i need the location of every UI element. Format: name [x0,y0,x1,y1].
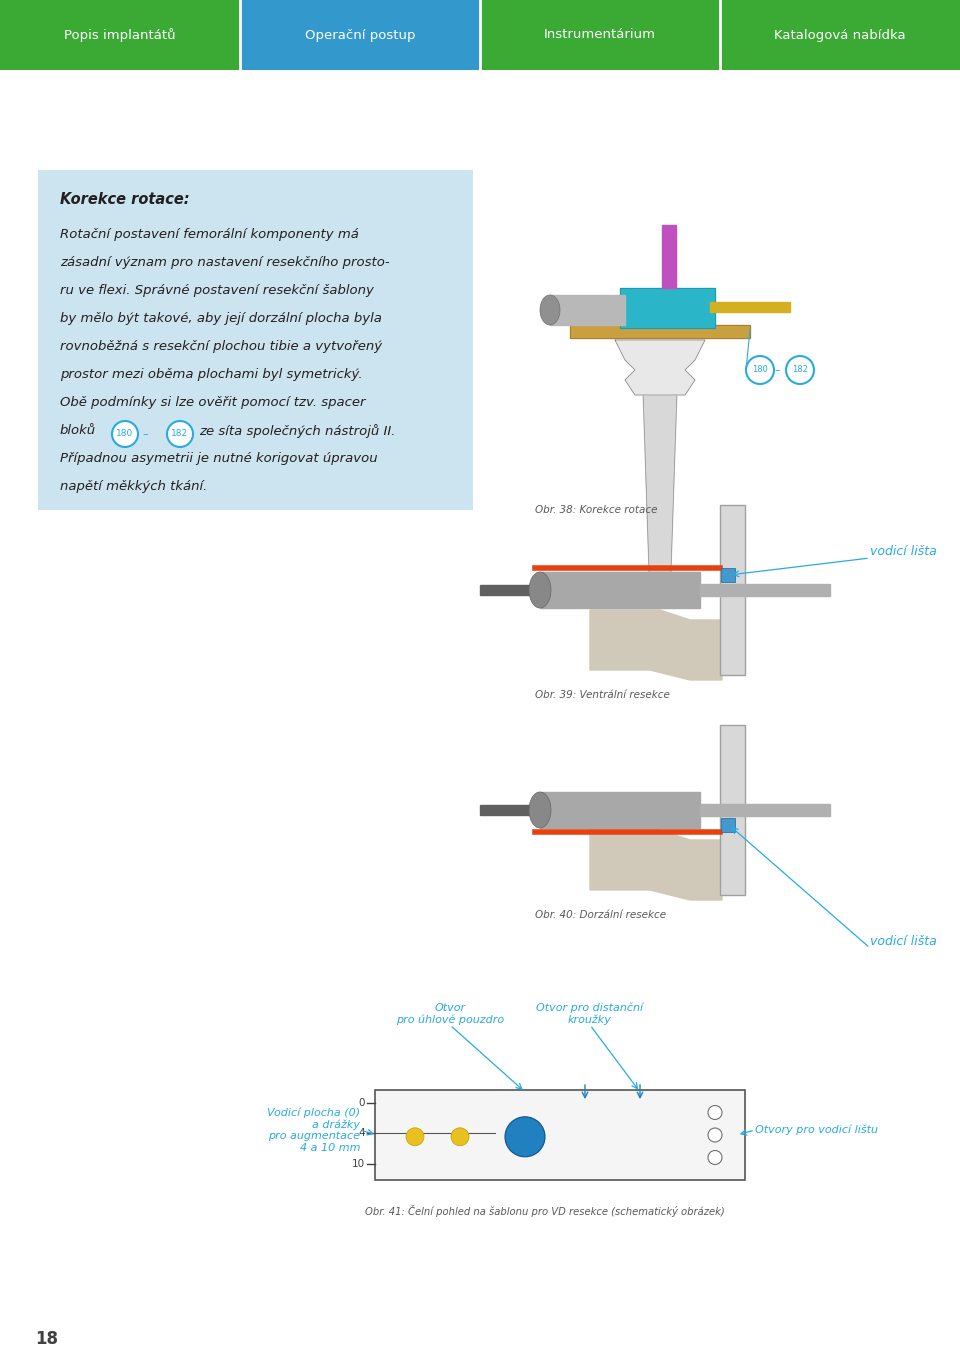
Text: napětí měkkých tkání.: napětí měkkých tkání. [60,479,207,493]
Text: Obr. 38: Korekce rotace: Obr. 38: Korekce rotace [535,505,658,515]
Polygon shape [540,792,700,828]
Text: Obě podmínky si lze ověřit pomocí tzv. spacer: Obě podmínky si lze ověřit pomocí tzv. s… [60,397,366,409]
Bar [0,0,240,71]
Bar [721,568,735,583]
Text: vodicí lišta: vodicí lišta [870,936,937,948]
Text: bloků: bloků [60,424,96,437]
Text: prostor mezi oběma plochami byl symetrický.: prostor mezi oběma plochami byl symetric… [60,368,363,382]
Circle shape [112,421,138,447]
Text: vodicí lišta: vodicí lišta [870,545,937,558]
Circle shape [505,1116,545,1157]
Text: ze síta společných nástrojů II.: ze síta společných nástrojů II. [199,424,396,439]
Bar [721,818,735,832]
Text: Otvor pro distanční
kroužky: Otvor pro distanční kroužky [537,1002,643,1025]
Circle shape [786,356,814,384]
Circle shape [708,1105,722,1119]
Text: Popis implantátů: Popis implantátů [64,29,176,42]
Polygon shape [700,804,830,816]
Polygon shape [570,325,750,338]
Text: 182: 182 [792,365,808,375]
Text: Rotační postavení femorální komponenty má: Rotační postavení femorální komponenty m… [60,228,359,240]
Circle shape [746,356,774,384]
Polygon shape [480,585,545,595]
Text: by mělo být takové, aby její dorzální plocha byla: by mělo být takové, aby její dorzální pl… [60,312,382,325]
Text: 180: 180 [116,429,133,439]
Ellipse shape [540,295,560,325]
Circle shape [451,1127,469,1146]
Text: Obr. 39: Ventrální resekce: Obr. 39: Ventrální resekce [535,690,670,699]
Text: –: – [774,365,780,375]
Text: Obr. 40: Dorzální resekce: Obr. 40: Dorzální resekce [535,910,666,919]
Circle shape [708,1128,722,1142]
Text: zásadní význam pro nastavení resekčního prosto-: zásadní význam pro nastavení resekčního … [60,257,390,269]
Text: 4: 4 [358,1128,365,1138]
Polygon shape [540,572,700,608]
Text: 182: 182 [172,429,188,439]
Text: ru ve flexi. Správné postavení resekční šablony: ru ve flexi. Správné postavení resekční … [60,284,373,297]
Text: Případnou asymetrii je nutné korigovat úpravou: Případnou asymetrii je nutné korigovat ú… [60,452,377,464]
Ellipse shape [529,792,551,828]
Bar [720,0,960,71]
Text: 180: 180 [752,365,768,375]
Polygon shape [720,725,745,895]
Text: Otvory pro vodicí lištu: Otvory pro vodicí lištu [755,1124,878,1135]
Polygon shape [720,505,745,675]
Text: 10: 10 [352,1158,365,1169]
Text: 0: 0 [358,1097,365,1108]
Text: 18: 18 [35,1329,58,1348]
Text: Katalogová nabídka: Katalogová nabídka [774,29,906,42]
Circle shape [708,1150,722,1165]
Text: Korekce rotace:: Korekce rotace: [60,191,190,206]
Circle shape [406,1127,424,1146]
Polygon shape [550,295,625,325]
Text: Otvor
pro úhlové pouzdro: Otvor pro úhlové pouzdro [396,1002,504,1025]
Polygon shape [590,610,722,680]
Text: –: – [142,429,148,439]
Polygon shape [615,340,705,395]
Bar [480,0,720,71]
Polygon shape [620,288,715,329]
Polygon shape [590,830,722,900]
Polygon shape [700,584,830,596]
Polygon shape [480,805,545,815]
Text: Instrumentárium: Instrumentárium [544,29,656,42]
Text: rovnoběžná s resekční plochou tibie a vytvořený: rovnoběžná s resekční plochou tibie a vy… [60,340,382,353]
Polygon shape [662,225,676,288]
Bar [38,170,473,511]
Circle shape [167,421,193,447]
Text: Obr. 41: Čelní pohled na šablonu pro VD resekce (schematický obrázek): Obr. 41: Čelní pohled na šablonu pro VD … [365,1205,725,1217]
Polygon shape [642,360,678,600]
Polygon shape [710,301,790,312]
Bar [240,0,480,71]
Ellipse shape [529,572,551,608]
Text: Operační postup: Operační postup [304,29,416,42]
Bar [375,1090,745,1180]
Text: Vodicí plocha (0)
a drážky
pro augmentace
4 a 10 mm: Vodicí plocha (0) a drážky pro augmentac… [267,1107,360,1153]
